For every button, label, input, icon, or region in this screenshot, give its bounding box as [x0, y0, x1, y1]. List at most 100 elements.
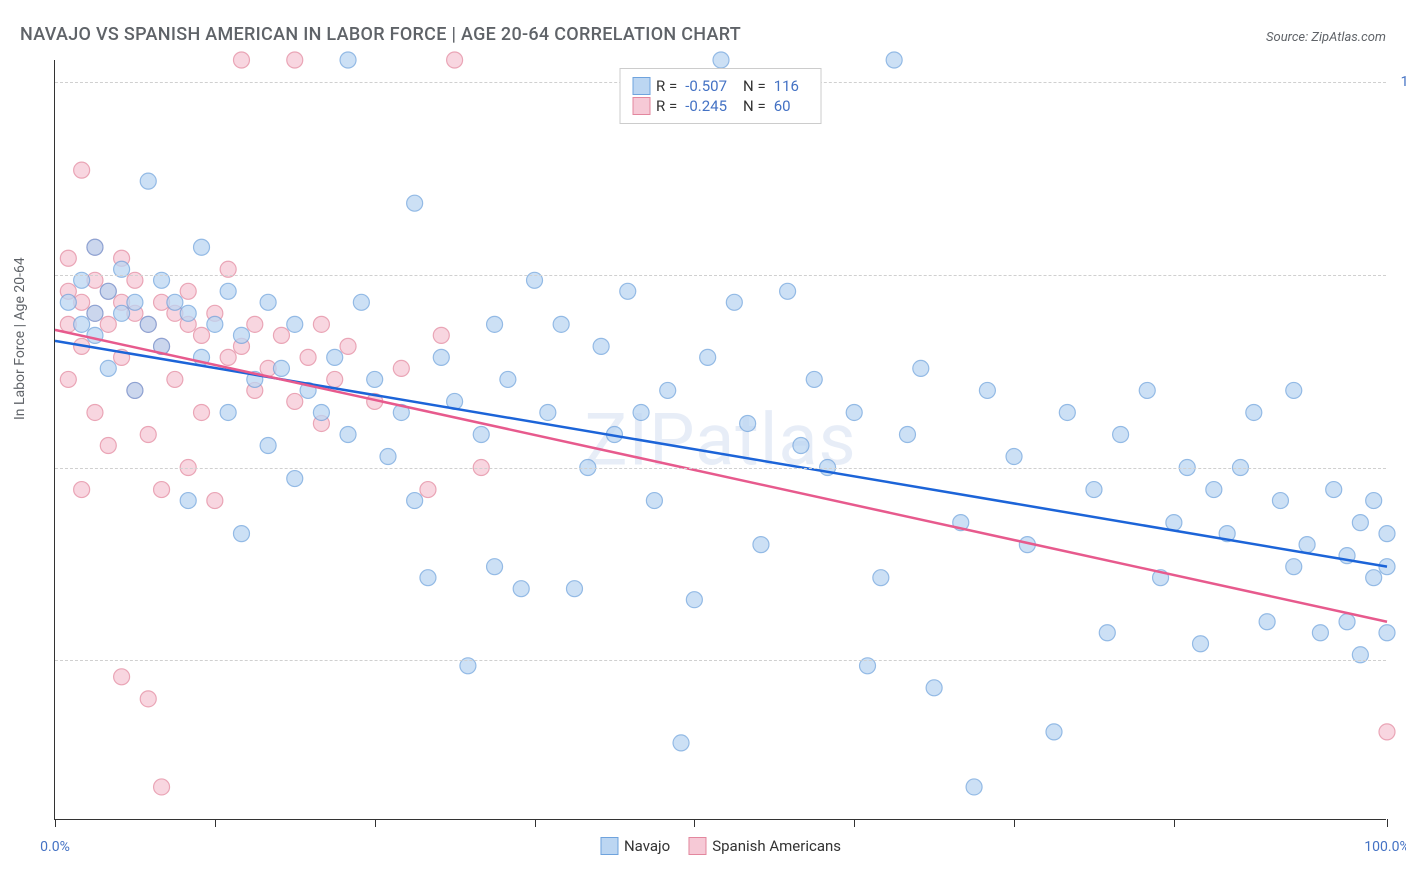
- data-point: [407, 195, 423, 211]
- data-point: [500, 371, 516, 387]
- data-point: [233, 327, 249, 343]
- x-tick: [215, 819, 216, 827]
- data-point: [247, 316, 263, 332]
- legend-item-navajo: Navajo: [600, 837, 670, 855]
- data-point: [913, 360, 929, 376]
- data-point: [140, 426, 156, 442]
- legend-item-spanish: Spanish Americans: [688, 837, 841, 855]
- x-tick: [694, 819, 695, 827]
- data-point: [966, 779, 982, 795]
- legend-row-navajo: R = -0.507 N = 116: [632, 77, 809, 95]
- data-point: [220, 283, 236, 299]
- data-point: [393, 360, 409, 376]
- data-point: [487, 559, 503, 575]
- legend-row-spanish: R = -0.245 N = 60: [632, 97, 809, 115]
- data-point: [260, 294, 276, 310]
- data-point: [287, 316, 303, 332]
- data-point: [700, 349, 716, 365]
- data-point: [154, 482, 170, 498]
- data-point: [1046, 724, 1062, 740]
- data-point: [313, 316, 329, 332]
- data-point: [1006, 449, 1022, 465]
- data-point: [886, 52, 902, 68]
- data-point: [233, 52, 249, 68]
- data-point: [1299, 537, 1315, 553]
- data-point: [60, 294, 76, 310]
- x-tick: [55, 819, 56, 827]
- data-point: [447, 52, 463, 68]
- data-point: [127, 294, 143, 310]
- data-point: [260, 438, 276, 454]
- stat-r-spanish: -0.245: [685, 97, 727, 115]
- data-point: [420, 570, 436, 586]
- data-point: [167, 371, 183, 387]
- gridline: [55, 468, 1386, 469]
- x-tick: [1174, 819, 1175, 827]
- y-tick-label: 82.5%: [1391, 267, 1406, 283]
- data-point: [287, 52, 303, 68]
- gridline: [55, 275, 1386, 276]
- data-point: [194, 327, 210, 343]
- data-point: [780, 283, 796, 299]
- data-point: [180, 493, 196, 509]
- data-point: [100, 316, 116, 332]
- data-point: [380, 449, 396, 465]
- data-point: [233, 526, 249, 542]
- data-point: [1286, 559, 1302, 575]
- data-point: [100, 438, 116, 454]
- data-point: [340, 426, 356, 442]
- data-point: [180, 283, 196, 299]
- data-point: [327, 371, 343, 387]
- x-tick: [854, 819, 855, 827]
- stat-r-label: R =: [656, 97, 677, 115]
- data-point: [340, 52, 356, 68]
- data-point: [194, 239, 210, 255]
- stat-n-navajo: 116: [774, 77, 799, 95]
- data-point: [899, 426, 915, 442]
- stat-n-label: N =: [743, 97, 766, 115]
- y-tick-label: 65.0%: [1391, 460, 1406, 476]
- data-point: [353, 294, 369, 310]
- data-point: [1366, 570, 1382, 586]
- data-point: [806, 371, 822, 387]
- data-point: [433, 349, 449, 365]
- y-axis-label: In Labor Force | Age 20-64: [12, 257, 28, 420]
- data-point: [926, 680, 942, 696]
- data-point: [1206, 482, 1222, 498]
- data-point: [140, 316, 156, 332]
- data-point: [327, 349, 343, 365]
- swatch-navajo-bottom: [600, 837, 618, 855]
- data-point: [220, 349, 236, 365]
- data-point: [1059, 404, 1075, 420]
- stat-n-label: N =: [743, 77, 766, 95]
- data-point: [87, 305, 103, 321]
- data-point: [114, 669, 130, 685]
- y-tick-label: 47.5%: [1391, 652, 1406, 668]
- data-point: [1259, 614, 1275, 630]
- data-point: [793, 438, 809, 454]
- stat-n-spanish: 60: [774, 97, 791, 115]
- data-point: [846, 404, 862, 420]
- swatch-navajo: [632, 77, 650, 95]
- data-point: [167, 294, 183, 310]
- swatch-spanish: [632, 97, 650, 115]
- y-tick-label: 100.0%: [1391, 74, 1406, 90]
- data-point: [433, 327, 449, 343]
- data-point: [740, 415, 756, 431]
- x-tick: [1014, 819, 1015, 827]
- data-point: [1086, 482, 1102, 498]
- data-point: [1193, 636, 1209, 652]
- data-point: [1113, 426, 1129, 442]
- legend-bottom: Navajo Spanish Americans: [600, 837, 841, 855]
- data-point: [660, 382, 676, 398]
- data-point: [140, 691, 156, 707]
- data-point: [633, 404, 649, 420]
- data-point: [313, 404, 329, 420]
- data-point: [367, 371, 383, 387]
- scatter-svg: [55, 60, 1387, 820]
- x-tick-label: 0.0%: [40, 839, 70, 855]
- data-point: [979, 382, 995, 398]
- source-attribution: Source: ZipAtlas.com: [1266, 30, 1386, 45]
- x-tick: [535, 819, 536, 827]
- data-point: [1339, 614, 1355, 630]
